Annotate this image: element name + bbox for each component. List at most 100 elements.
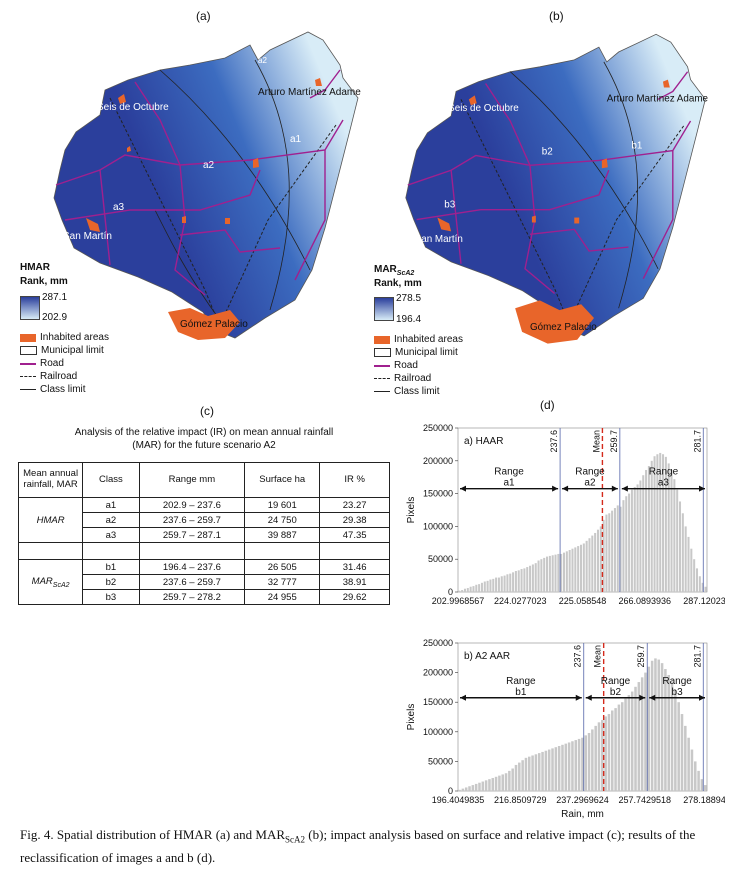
rank-ramp: [20, 296, 40, 320]
histogram-bar: [500, 576, 503, 592]
histogram-bar: [617, 704, 621, 791]
histogram-bar: [594, 725, 597, 791]
legend-municipal: Municipal limit: [20, 345, 104, 356]
railroad-swatch: [374, 378, 390, 379]
y-tick-label: 100000: [423, 727, 453, 737]
histogram-bar: [624, 698, 627, 791]
legend-class-limit: Class limit: [374, 386, 440, 397]
inhabited-areas: [437, 79, 670, 344]
legend-railroad: Railroad: [20, 371, 77, 382]
chart-title: b) A2 AAR: [464, 651, 510, 662]
x-tick-label: 225.058548: [559, 596, 607, 606]
x-tick-label: 216.8509729: [494, 795, 547, 805]
range-label: Range: [494, 467, 524, 478]
x-axis-label: Rain, mm: [561, 809, 604, 820]
y-tick-label: 150000: [423, 489, 453, 499]
y-tick-label: 50000: [428, 554, 453, 564]
histogram-bar: [534, 754, 538, 791]
histogram-bar: [596, 529, 599, 592]
histogram-bar: [701, 582, 704, 592]
municipal-swatch: [20, 346, 37, 355]
histogram-bar: [560, 553, 563, 592]
histogram-bar: [613, 508, 616, 592]
histogram-bar: [524, 757, 528, 791]
y-tick-label: 250000: [423, 423, 453, 433]
table-cell: 38.91: [319, 574, 390, 590]
histogram-bar: [574, 547, 577, 592]
range-label: Range: [649, 467, 679, 478]
table-cell: a3: [82, 527, 140, 543]
class-limit-swatch: [20, 389, 36, 390]
rank-ramp: [374, 297, 394, 321]
table-cell: 23.27: [319, 497, 390, 513]
class-limit: [603, 61, 638, 309]
histogram-bar: [508, 770, 511, 791]
table-row: HMAR a1 202.9 – 237.6 19 601 23.27: [17, 497, 390, 543]
histogram-bar: [518, 762, 521, 791]
group-cell: HMAR: [17, 497, 84, 543]
histogram-bar: [591, 535, 594, 592]
histogram-bar: [695, 568, 699, 592]
histogram-bar: [674, 690, 677, 791]
town-label: San Martín: [415, 234, 463, 245]
municipal-swatch: [374, 348, 391, 357]
table-cell: 237.6 – 259.7: [138, 574, 246, 590]
histogram-bar: [463, 588, 466, 592]
vline-label: 281.7: [692, 645, 702, 668]
table-cell: 39 887: [244, 527, 321, 543]
range-arrowhead: [649, 694, 656, 701]
histogram-bar: [664, 456, 667, 592]
table-cell: 19 601: [244, 497, 321, 513]
legend-title: HMAR: [20, 262, 50, 273]
histogram-bar: [468, 786, 471, 791]
histogram-bar: [577, 738, 581, 791]
y-tick-label: 200000: [423, 668, 453, 678]
range-sub-label: b1: [515, 687, 527, 698]
vline-label: 237.6: [549, 430, 559, 453]
histogram-bar: [531, 755, 534, 791]
table-title: Analysis of the relative impact (IR) on …: [74, 427, 334, 451]
panel-label-a: (a): [196, 9, 211, 23]
histogram-bar: [529, 565, 532, 592]
histogram-bar: [562, 552, 566, 592]
x-tick-label: 278.188941: [683, 795, 725, 805]
histogram-bar: [608, 513, 611, 592]
x-tick-label: 287.120239: [683, 596, 725, 606]
class-limit-swatch: [374, 391, 390, 392]
histogram-bar: [602, 519, 605, 592]
range-sub-label: a3: [658, 478, 670, 489]
histogram-bar: [690, 749, 694, 791]
histogram-bar: [504, 773, 508, 791]
panel-label-b: (b): [549, 9, 564, 23]
histogram-bar: [670, 682, 674, 791]
histogram-bar: [494, 776, 498, 791]
histogram-bar: [634, 686, 637, 791]
range-arrowhead: [562, 485, 569, 492]
histogram-bar: [466, 588, 469, 592]
plot-frame: [457, 427, 708, 593]
histogram-bar: [628, 493, 631, 592]
y-axis-label: Pixels: [406, 704, 417, 731]
histogram-bar: [526, 567, 529, 592]
x-tick-label: 237.2969624: [556, 795, 609, 805]
histogram-bar: [495, 577, 498, 592]
histogram-bar: [537, 560, 540, 592]
header-cell: Range mm: [138, 462, 246, 498]
railroad: [109, 97, 219, 323]
class-label: a3: [113, 202, 125, 213]
histogram-bar: [478, 584, 481, 592]
y-tick-label: 250000: [423, 638, 453, 648]
histogram-bar: [597, 722, 601, 791]
histogram-bar: [565, 551, 568, 592]
histogram-bar: [492, 578, 495, 592]
histogram-bar: [582, 543, 585, 592]
histogram-bar: [498, 775, 501, 791]
histogram-bar: [551, 748, 554, 791]
railroad: [568, 125, 685, 324]
histogram-bar: [667, 463, 670, 592]
histogram-bar: [703, 785, 707, 791]
histogram-bar: [474, 783, 478, 791]
range-arrowhead: [699, 485, 705, 492]
histogram-bar: [637, 682, 641, 791]
x-tick-label: 257.7429518: [618, 795, 671, 805]
